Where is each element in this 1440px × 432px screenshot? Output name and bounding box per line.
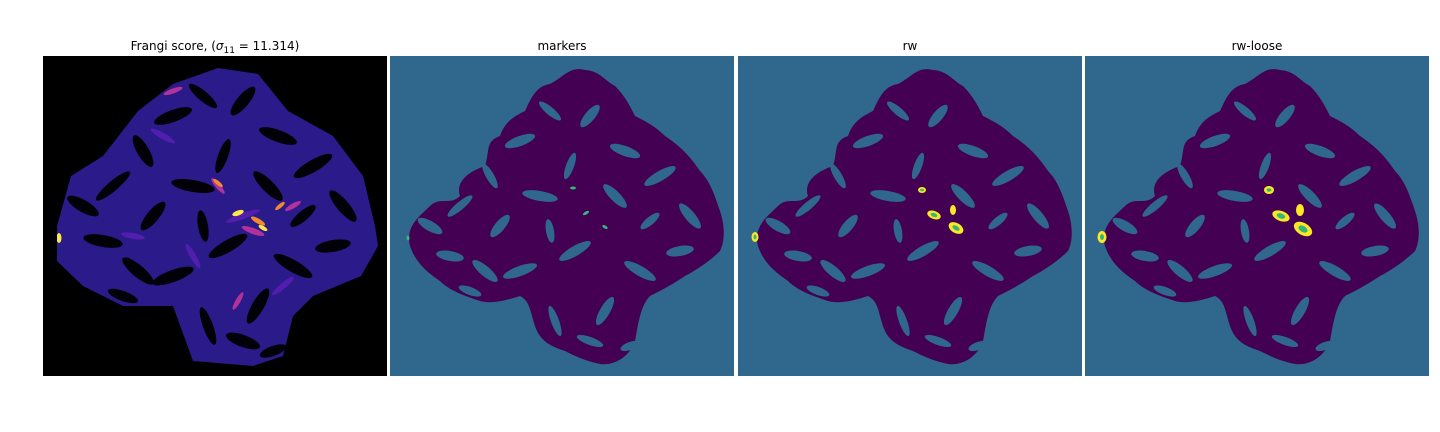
panel-title-markers: markers [537,39,587,53]
panel-title-rw-loose: rw-loose [1231,39,1283,53]
rw-loose-image-svg [1085,56,1429,376]
rw-loose-image [1085,56,1429,376]
markers-image [390,56,734,376]
rw-image [738,56,1082,376]
panel-title-rw: rw [902,39,918,53]
rw-image-svg [738,56,1082,376]
frangi-title-sub: 11 [223,46,235,56]
frangi-image-svg [43,56,387,376]
frangi-image [43,56,387,376]
frangi-title-sigma: σ [215,39,224,53]
frangi-title-prefix: Frangi score, ( [130,39,216,53]
panel-title-frangi: Frangi score, (σ11 = 11.314) [43,38,387,56]
markers-image-svg [390,56,734,376]
frangi-title-suffix: = 11.314) [234,39,300,53]
